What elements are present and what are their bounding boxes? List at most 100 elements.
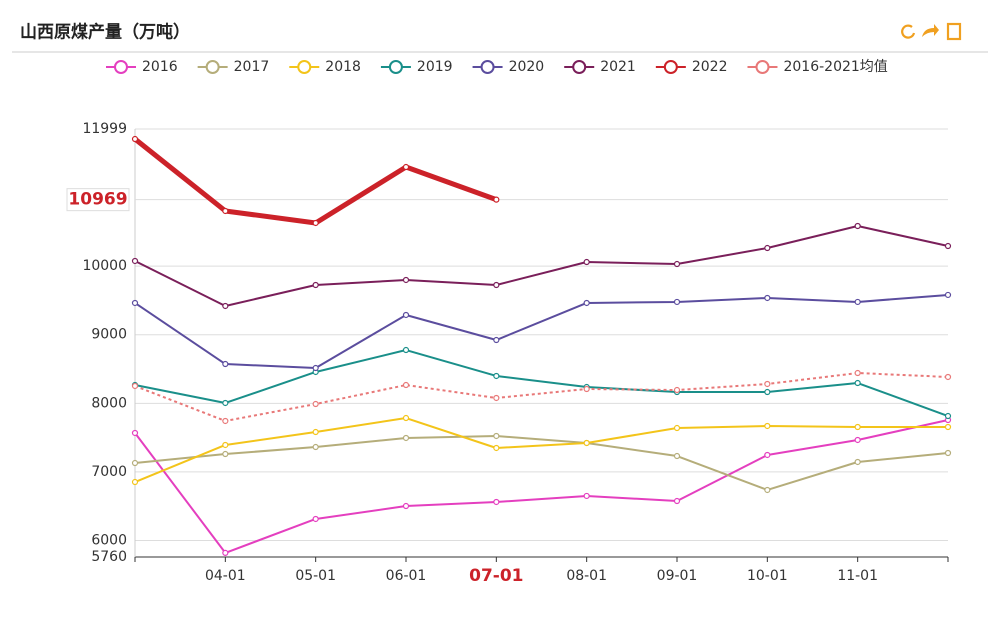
point <box>764 388 771 396</box>
legend-swatch-point <box>480 60 495 74</box>
point <box>222 549 229 556</box>
x-tick-label: 04-01 <box>205 568 246 584</box>
point <box>673 260 681 268</box>
point <box>854 298 861 306</box>
legend-swatch-point <box>663 60 678 74</box>
point <box>493 498 500 506</box>
x-tick-label: 09-01 <box>657 568 698 584</box>
legend-swatch-point <box>114 60 128 74</box>
point <box>402 163 410 171</box>
series-line <box>133 137 498 226</box>
series-line <box>134 372 949 422</box>
point <box>854 379 861 387</box>
point <box>764 422 771 430</box>
save-icon[interactable] <box>946 22 962 41</box>
point <box>493 336 500 344</box>
legend-swatch-point <box>297 60 312 74</box>
point <box>854 423 861 431</box>
pointer-label: 10969 <box>68 190 127 210</box>
legend-label: 2017 <box>234 59 270 75</box>
refresh-icon[interactable] <box>901 24 916 39</box>
x-tick-label: 05-01 <box>295 568 336 584</box>
point <box>854 222 861 230</box>
legend-swatch-point <box>388 60 403 74</box>
y-tick-label: 5760 <box>91 549 127 565</box>
point <box>583 258 590 266</box>
point <box>312 219 319 227</box>
point <box>854 436 861 444</box>
toolbar[interactable] <box>901 22 962 41</box>
x-tick-label: 10-01 <box>747 568 788 584</box>
legend-swatch-point <box>755 60 770 74</box>
y-tick-label: 6000 <box>91 533 127 549</box>
series-line <box>134 349 949 417</box>
point <box>673 452 681 460</box>
point <box>944 412 952 420</box>
point <box>764 451 771 459</box>
legend-label: 2016-2021均值 <box>783 59 887 75</box>
point <box>673 298 681 306</box>
point <box>312 428 319 436</box>
series-line <box>134 293 949 370</box>
point <box>944 242 952 250</box>
point <box>944 373 952 381</box>
point <box>583 299 590 307</box>
point <box>222 399 229 407</box>
point <box>222 302 229 310</box>
point <box>222 450 229 458</box>
point <box>402 346 410 354</box>
chart-title: 山西原煤产量（万吨） <box>20 22 190 43</box>
point <box>854 458 861 466</box>
x-tick-label: 06-01 <box>386 568 427 584</box>
point <box>764 486 771 494</box>
point <box>402 311 410 319</box>
point <box>673 497 681 505</box>
point <box>222 360 229 368</box>
point <box>131 257 139 265</box>
point <box>312 443 319 451</box>
point <box>312 364 319 372</box>
legend-label: 2021 <box>600 59 636 75</box>
point <box>131 478 139 486</box>
share-icon[interactable] <box>922 24 939 37</box>
point <box>222 417 229 425</box>
point <box>673 424 681 432</box>
point <box>764 294 771 302</box>
point <box>131 382 139 390</box>
point <box>131 429 139 437</box>
point <box>131 459 139 467</box>
point <box>673 386 681 394</box>
pointer-box <box>66 188 130 212</box>
point <box>764 244 771 252</box>
point <box>222 207 229 215</box>
legend-swatch-point <box>572 60 587 74</box>
point <box>583 439 590 447</box>
series-line <box>134 417 948 483</box>
legend-label: 2020 <box>509 59 545 75</box>
series-line <box>134 434 949 491</box>
point <box>493 394 500 402</box>
legend-label: 2016 <box>142 59 178 75</box>
legend-swatch-point <box>205 60 220 74</box>
y-tick-label: 11999 <box>82 121 127 137</box>
legend-label: 2019 <box>417 59 453 75</box>
point <box>312 515 319 523</box>
point <box>944 291 952 299</box>
point <box>402 434 410 442</box>
point <box>493 372 500 380</box>
x-tick-label: 08-01 <box>566 568 607 584</box>
point <box>493 196 500 203</box>
series-line <box>134 225 949 307</box>
point <box>854 369 861 377</box>
point <box>402 276 410 284</box>
legend-label: 2018 <box>325 59 361 75</box>
x-tick-label: 11-01 <box>837 568 878 584</box>
point <box>583 385 590 393</box>
point <box>493 444 500 452</box>
point <box>402 502 410 510</box>
point <box>402 381 410 389</box>
y-tick-label: 8000 <box>91 395 127 411</box>
point <box>222 441 229 449</box>
point <box>402 414 410 422</box>
